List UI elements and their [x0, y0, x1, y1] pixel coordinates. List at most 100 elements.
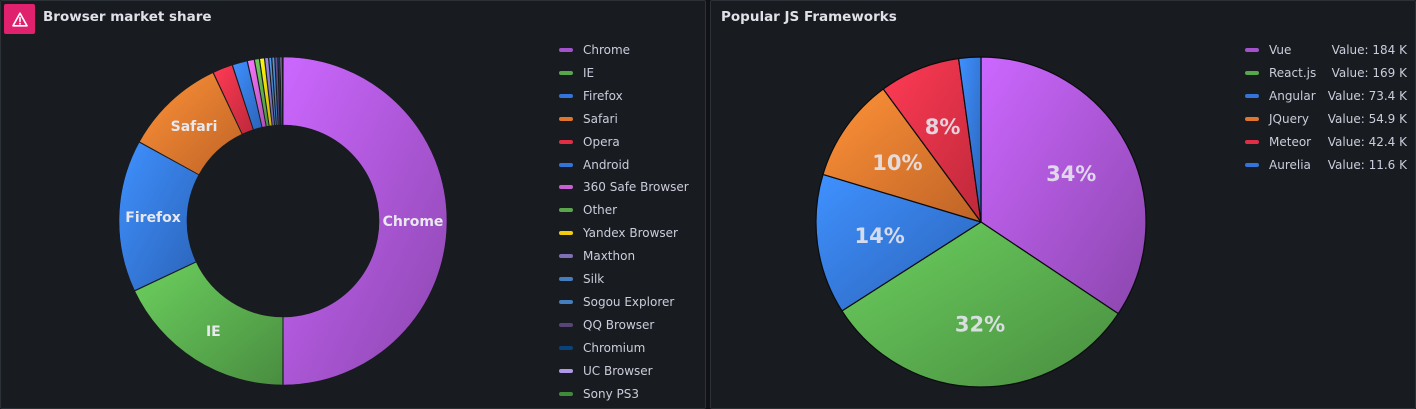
legend-value: Value: 169 K	[1331, 65, 1407, 80]
legend-swatch	[1245, 139, 1259, 144]
legend-label: Silk	[583, 272, 605, 286]
legend-value: Value: 54.9 K	[1327, 111, 1407, 126]
slice-firefox[interactable]	[118, 141, 200, 291]
legend-swatch	[1245, 93, 1259, 98]
slice-percent-jquery: 10%	[872, 151, 922, 175]
legend-item-ie[interactable]: IE	[559, 65, 594, 81]
legend-item-angular[interactable]: Angular Value: 73.4 K	[1245, 88, 1407, 104]
legend-item-360-safe-browser[interactable]: 360 Safe Browser	[559, 179, 689, 195]
legend-item-chrome[interactable]: Chrome	[559, 42, 630, 58]
legend-item-uc-browser[interactable]: UC Browser	[559, 363, 653, 379]
slice-label-chrome: Chrome	[383, 214, 444, 230]
legend-swatch	[559, 299, 573, 304]
slice-percent-angular: 14%	[855, 224, 905, 248]
legend-item-sogou-explorer[interactable]: Sogou Explorer	[559, 294, 674, 310]
legend-swatch	[559, 70, 573, 75]
warning-icon[interactable]	[4, 4, 35, 34]
legend-swatch	[559, 116, 573, 121]
legend-value: Value: 184 K	[1331, 43, 1407, 57]
slice-label-safari: Safari	[171, 119, 218, 135]
slice-chrome[interactable]	[282, 56, 448, 386]
legend-swatch	[1245, 70, 1259, 75]
slice-sogou-explorer[interactable]	[271, 56, 279, 126]
legend-item-safari[interactable]: Safari	[559, 111, 618, 127]
slice-android[interactable]	[232, 60, 263, 131]
legend-swatch	[559, 322, 573, 327]
legend-swatch	[1245, 116, 1259, 121]
slice-yandex-browser[interactable]	[259, 57, 273, 127]
legend-label: UC Browser	[583, 363, 653, 378]
legend-item-sony-ps3[interactable]: Sony PS3	[559, 386, 639, 402]
slice-percent-meteor: 8%	[925, 115, 961, 139]
legend-item-other[interactable]: Other	[559, 202, 617, 218]
legend-label: React.js	[1269, 65, 1317, 80]
slice-label-ie: IE	[206, 324, 221, 340]
legend-value: Value: 42.4 K	[1327, 134, 1407, 149]
slice-aurelia[interactable]	[958, 56, 982, 223]
legend-label: Android	[583, 157, 630, 172]
slice-360-safe-browser[interactable]	[247, 59, 267, 128]
legend-label: Aurelia	[1269, 157, 1311, 172]
legend-label: 360 Safe Browser	[583, 180, 689, 195]
legend-label: Meteor	[1269, 134, 1312, 149]
legend-label: QQ Browser	[583, 317, 655, 332]
legend-item-android[interactable]: Android	[559, 157, 629, 173]
slice-silk[interactable]	[268, 57, 277, 126]
js-frameworks-panel: Popular JS Frameworks 34% 32% 14% 10% 8% Vue…	[710, 0, 1416, 409]
legend-label: Sony PS3	[583, 386, 639, 401]
legend-label: Yandex Browser	[583, 226, 678, 241]
legend-item-qq-browser[interactable]: QQ Browser	[559, 317, 654, 333]
legend-label: Opera	[583, 134, 620, 149]
legend-swatch	[559, 231, 573, 236]
legend-swatch	[559, 93, 573, 98]
legend-item-yandex-browser[interactable]: Yandex Browser	[559, 225, 678, 241]
legend-item-maxthon[interactable]: Maxthon	[559, 248, 635, 264]
slice-chromium[interactable]	[277, 56, 282, 126]
legend-item-vue[interactable]: Vue Value: 184 K	[1245, 42, 1407, 58]
frameworks-pie-chart: 34% 32% 14% 10%8%	[815, 56, 1147, 388]
legend-label: Other	[583, 203, 618, 218]
slice-label-firefox: Firefox	[125, 210, 181, 226]
slice-other[interactable]	[254, 58, 270, 127]
slice-qq-browser[interactable]	[274, 56, 281, 126]
slice-opera[interactable]	[213, 64, 254, 135]
browser-market-share-panel: Browser market share Chrome IE Firefox Safa…	[0, 0, 706, 409]
legend-swatch	[559, 48, 573, 52]
legend-swatch	[559, 139, 573, 144]
browser-donut-chart: Chrome IE Firefox Safari	[118, 56, 448, 386]
panel-title[interactable]: Browser market share	[43, 9, 212, 25]
frameworks-legend: Vue Value: 184 K React.js Value: 169 K Angul…	[1245, 42, 1415, 182]
slice-react-js[interactable]	[841, 221, 1119, 388]
legend-item-jquery[interactable]: JQuery Value: 54.9 K	[1245, 111, 1407, 127]
legend-item-meteor[interactable]: Meteor Value: 42.4 K	[1245, 134, 1407, 150]
panel-title[interactable]: Popular JS Frameworks	[721, 9, 897, 25]
slice-sony-ps3[interactable]	[281, 56, 284, 126]
legend-value: Value: 73.4 K	[1327, 88, 1407, 103]
legend-label: Sogou Explorer	[583, 294, 675, 309]
slice-jquery[interactable]	[822, 88, 982, 223]
legend-item-chromium[interactable]: Chromium	[559, 340, 645, 356]
legend-item-react-js[interactable]: React.js Value: 169 K	[1245, 65, 1407, 81]
slice-angular[interactable]	[815, 173, 982, 312]
legend-item-aurelia[interactable]: Aurelia Value: 11.6 K	[1245, 157, 1407, 173]
slice-percent-vue: 34%	[1046, 162, 1096, 186]
legend-label: Firefox	[583, 88, 623, 103]
legend-swatch	[559, 162, 573, 167]
slice-percent-react-js: 32%	[955, 312, 1005, 336]
slice-ie[interactable]	[134, 261, 284, 386]
legend-label: Angular	[1269, 88, 1316, 103]
legend-swatch	[559, 277, 573, 281]
browser-legend: Chrome IE Firefox Safari Opera Android 360 Saf…	[559, 42, 704, 404]
legend-swatch	[559, 208, 573, 213]
slice-maxthon[interactable]	[264, 57, 275, 126]
slice-uc-browser[interactable]	[279, 56, 283, 126]
legend-label: Maxthon	[583, 249, 636, 264]
legend-label: JQuery	[1269, 111, 1310, 126]
legend-item-firefox[interactable]: Firefox	[559, 88, 623, 104]
legend-swatch	[559, 368, 573, 373]
legend-item-silk[interactable]: Silk	[559, 271, 604, 287]
legend-item-opera[interactable]: Opera	[559, 134, 620, 150]
slice-safari[interactable]	[139, 72, 243, 175]
legend-swatch	[559, 391, 573, 396]
legend-swatch	[559, 185, 573, 190]
